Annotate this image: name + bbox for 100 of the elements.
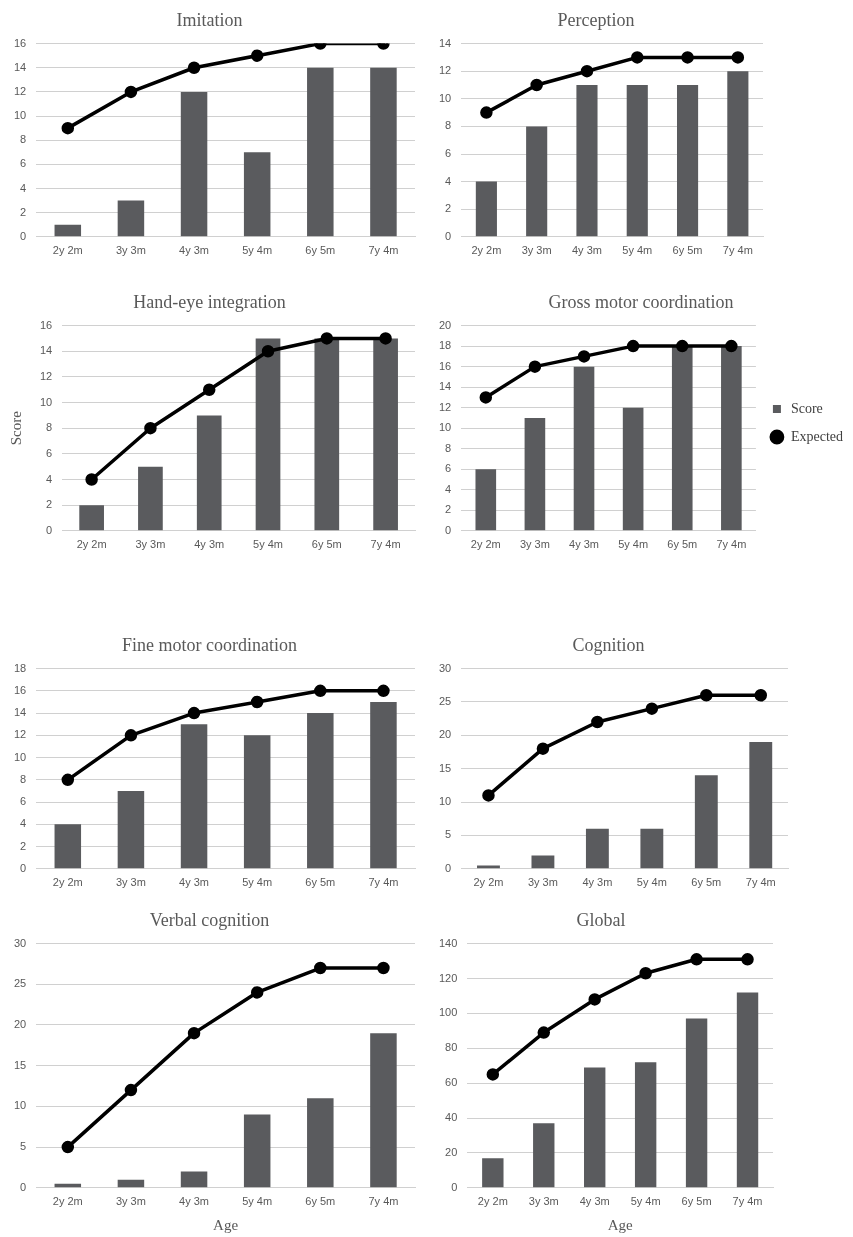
y-tick-label: 8 <box>20 133 27 146</box>
x-tick-label: 4y 3m <box>179 876 210 889</box>
y-tick-label: 6 <box>20 795 27 808</box>
point <box>187 706 201 720</box>
bar <box>117 790 145 869</box>
point <box>250 986 264 999</box>
y-tick-label: 15 <box>438 761 452 774</box>
x-tick-label: 2y 2m <box>471 244 502 257</box>
point <box>320 332 334 345</box>
bar <box>370 701 397 869</box>
point <box>187 61 201 74</box>
x-tick-label: 3y 3m <box>528 1195 559 1208</box>
point <box>486 1068 500 1081</box>
x-tick-label: 7y 4m <box>732 1195 763 1208</box>
point <box>202 383 216 396</box>
y-tick-label: 140 <box>438 936 458 949</box>
point <box>144 421 157 435</box>
chart-title: Perception <box>557 9 635 30</box>
chart-title: Hand-eye integration <box>133 291 286 312</box>
bar <box>370 67 397 237</box>
point <box>626 339 640 353</box>
x-tick-label: 5y 4m <box>242 244 273 257</box>
point <box>530 78 543 92</box>
y-tick-label: 5 <box>20 1140 27 1153</box>
x-tick-label: 7y 4m <box>368 876 399 889</box>
y-tick-label: 2 <box>20 839 27 852</box>
y-tick-label: 0 <box>451 1180 458 1193</box>
x-tick-label: 3y 3m <box>115 1195 146 1208</box>
bar <box>475 469 497 531</box>
x-tick-label: 7y 4m <box>722 244 753 257</box>
bar <box>531 855 555 869</box>
y-tick-label: 20 <box>438 728 452 741</box>
y-tick-label: 8 <box>445 119 452 132</box>
point <box>124 1083 138 1097</box>
y-tick-label: 10 <box>13 750 27 763</box>
chart-title: Imitation <box>176 9 243 30</box>
x-tick-label: 2y 2m <box>470 538 501 551</box>
point <box>725 339 738 353</box>
y-tick-label: 14 <box>13 60 27 73</box>
y-tick-label: 12 <box>39 369 53 382</box>
x-tick-label: 7y 4m <box>745 876 776 889</box>
point <box>480 106 493 119</box>
x-tick-label: 6y 5m <box>305 1195 336 1208</box>
x-tick-label: 2y 2m <box>477 1195 508 1208</box>
x-tick-label: 3y 3m <box>115 244 146 257</box>
y-tick-label: 0 <box>445 861 452 874</box>
y-tick-label: 20 <box>445 1145 458 1158</box>
bar <box>533 1123 555 1188</box>
bar <box>736 992 759 1188</box>
x-tick-label: 2y 2m <box>76 538 107 551</box>
bar <box>671 346 693 531</box>
bar <box>79 505 104 531</box>
x-tick-label: 2y 2m <box>52 876 83 889</box>
chart-title: Global <box>576 909 626 930</box>
point <box>61 773 75 787</box>
x-tick-label: 6y 5m <box>305 244 336 257</box>
y-tick-label: 20 <box>438 318 452 331</box>
point <box>537 1026 551 1039</box>
bar <box>482 1158 504 1188</box>
y-tick-label: 16 <box>13 36 27 49</box>
bar <box>576 85 598 237</box>
point <box>377 961 390 975</box>
point <box>700 689 713 702</box>
bar <box>307 1098 334 1188</box>
bar <box>749 742 773 869</box>
y-tick-label: 4 <box>445 482 452 495</box>
bar <box>526 126 548 237</box>
y-tick-label: 0 <box>20 229 27 242</box>
bar <box>307 713 334 869</box>
x-tick-label: 6y 5m <box>667 538 698 551</box>
point <box>314 684 327 698</box>
point <box>479 391 493 404</box>
point <box>580 64 594 78</box>
x-tick-label: 7y 4m <box>368 1195 399 1208</box>
y-tick-label: 8 <box>20 772 27 785</box>
point <box>261 345 275 358</box>
x-axis-title: Age <box>607 1216 634 1233</box>
y-tick-label: 100 <box>438 1006 458 1019</box>
x-tick-label: 5y 4m <box>242 876 273 889</box>
y-tick-label: 6 <box>445 462 452 475</box>
x-tick-label: 5y 4m <box>618 538 649 551</box>
bar <box>727 71 749 237</box>
bar <box>243 1114 271 1188</box>
chart-title: Verbal cognition <box>149 909 270 930</box>
point <box>588 993 601 1006</box>
x-tick-label: 2y 2m <box>473 876 504 889</box>
bar <box>573 366 595 531</box>
x-tick-label: 5y 4m <box>622 244 653 257</box>
y-tick-label: 5 <box>445 828 452 841</box>
point <box>61 121 75 135</box>
y-tick-label: 10 <box>438 421 452 434</box>
y-tick-label: 18 <box>13 661 27 674</box>
bar <box>307 67 334 237</box>
point <box>676 339 689 353</box>
y-tick-label: 30 <box>438 661 452 674</box>
bar <box>634 1062 657 1188</box>
bar <box>243 152 271 237</box>
point <box>536 742 550 755</box>
bar <box>180 724 208 869</box>
y-tick-label: 4 <box>46 472 53 485</box>
